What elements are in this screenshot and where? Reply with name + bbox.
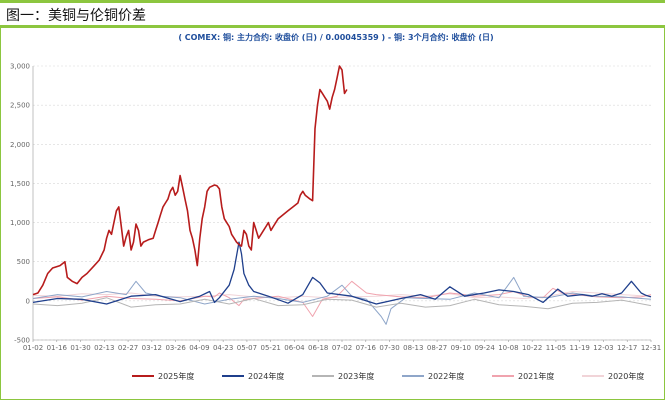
y-axis: -500 0 500 1,000 1,500 2,000 2,500 3,000	[10, 63, 34, 345]
series-line	[32, 280, 652, 317]
x-tick-label: 07-16	[356, 344, 377, 352]
x-tick-label: 06-04	[284, 344, 305, 352]
series-line	[32, 297, 652, 310]
x-tick-label: 05-21	[261, 344, 281, 352]
x-tick-label: 12-17	[617, 344, 637, 352]
x-tick-label: 10-08	[498, 344, 518, 352]
x-tick-label: 11-19	[570, 344, 590, 352]
chart-header: 图一：美铜与伦铜价差	[0, 3, 665, 27]
y-tick-label: 0	[26, 297, 30, 305]
x-tick-label: 03-12	[142, 344, 162, 352]
series-line	[32, 65, 348, 296]
legend-label: 2025年度	[158, 371, 194, 381]
y-tick-label: 2,000	[10, 141, 30, 149]
legend-label: 2021年度	[518, 371, 554, 381]
grid-layer	[33, 65, 651, 341]
series-line	[32, 241, 652, 305]
x-tick-label: 07-30	[379, 344, 399, 352]
x-tick-label: 11-05	[546, 344, 566, 352]
legend: 2025年度 2024年度 2023年度 2022年度 2021年度 2020年度	[132, 371, 644, 381]
x-tick-label: 06-18	[308, 344, 328, 352]
y-tick-label: 1,500	[10, 180, 30, 188]
page-title: 图一：美铜与伦铜价差	[6, 8, 146, 24]
legend-label: 2023年度	[338, 371, 374, 381]
y-tick-label: 2,500	[10, 102, 30, 110]
chart-title: ( COMEX: 铜: 主力合约: 收盘价 (日) / 0.00045359 )…	[178, 32, 493, 42]
x-tick-label: 02-27	[118, 344, 138, 352]
x-tick-label: 10-22	[522, 344, 542, 352]
legend-label: 2022年度	[428, 371, 464, 381]
x-tick-label: 07-02	[332, 344, 352, 352]
x-tick-label: 09-10	[451, 344, 471, 352]
x-tick-label: 08-13	[403, 344, 423, 352]
x-tick-label: 09-24	[474, 344, 495, 352]
x-axis: 01-02 01-16 01-30 02-13 02-27 03-12 03-26 04-09…	[23, 339, 661, 352]
x-tick-label: 03-26	[165, 344, 186, 352]
header-accent-bar	[0, 0, 665, 3]
y-tick-label: -500	[14, 337, 30, 345]
legend-label: 2020年度	[608, 371, 644, 381]
x-tick-label: 12-31	[641, 344, 661, 352]
x-tick-label: 12-03	[593, 344, 613, 352]
x-tick-label: 01-16	[47, 344, 68, 352]
x-tick-label: 04-23	[213, 344, 233, 352]
x-tick-label: 08-27	[427, 344, 447, 352]
y-tick-label: 3,000	[10, 63, 30, 71]
series-layer	[32, 65, 652, 325]
x-tick-label: 04-09	[189, 344, 209, 352]
x-tick-label: 01-02	[23, 344, 43, 352]
legend-label: 2024年度	[248, 371, 284, 381]
y-tick-label: 1,000	[10, 219, 30, 227]
x-tick-label: 05-07	[237, 344, 257, 352]
y-tick-label: 500	[17, 258, 30, 266]
x-tick-label: 02-13	[94, 344, 114, 352]
x-tick-label: 01-30	[70, 344, 90, 352]
